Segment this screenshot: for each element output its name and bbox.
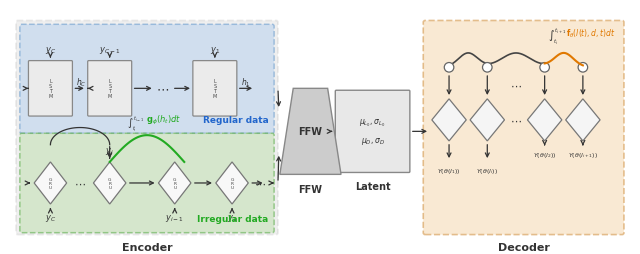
Text: Encoder: Encoder: [122, 242, 172, 252]
Text: $\mu_D, \sigma_D$: $\mu_D, \sigma_D$: [360, 136, 385, 147]
Polygon shape: [93, 162, 126, 204]
Text: $Y(\theta(l_2))$: $Y(\theta(l_2))$: [533, 151, 556, 160]
Text: $Y(\theta(l_{i+1}))$: $Y(\theta(l_{i+1}))$: [568, 151, 598, 160]
Text: $\mu_{L_0}, \sigma_{L_0}$: $\mu_{L_0}, \sigma_{L_0}$: [359, 117, 386, 128]
FancyBboxPatch shape: [335, 91, 410, 173]
Polygon shape: [470, 100, 504, 141]
Text: $h_1$: $h_1$: [241, 76, 250, 89]
Polygon shape: [159, 162, 191, 204]
Text: $y_1$: $y_1$: [210, 44, 220, 55]
Text: $\mathbf{g}_\phi(h_t)dt$: $\mathbf{g}_\phi(h_t)dt$: [146, 113, 182, 126]
Text: $\int_{t_i}^{t_{i+1}}$: $\int_{t_i}^{t_{i+1}}$: [547, 26, 566, 47]
Text: L
S
T
M: L S T M: [108, 79, 112, 99]
Text: L
S
T
M: L S T M: [48, 79, 52, 99]
Text: $y_1$: $y_1$: [227, 212, 237, 223]
Text: $y_{i-1}$: $y_{i-1}$: [165, 212, 184, 223]
FancyBboxPatch shape: [423, 21, 624, 235]
Circle shape: [578, 63, 588, 73]
Polygon shape: [280, 89, 341, 175]
Text: $\cdots$: $\cdots$: [74, 178, 86, 188]
Text: Latent: Latent: [355, 181, 390, 191]
Text: Regular data: Regular data: [203, 115, 268, 124]
Text: G
R
U: G R U: [108, 177, 111, 189]
Text: $y_C$: $y_C$: [45, 44, 56, 55]
Text: Decoder: Decoder: [498, 242, 550, 252]
Text: $\cdots$: $\cdots$: [510, 80, 522, 90]
FancyBboxPatch shape: [193, 61, 237, 117]
Text: FFW: FFW: [298, 184, 323, 194]
FancyBboxPatch shape: [88, 61, 132, 117]
Text: $Y(\theta(l_1))$: $Y(\theta(l_1))$: [437, 166, 461, 175]
FancyBboxPatch shape: [16, 21, 278, 235]
FancyBboxPatch shape: [20, 134, 274, 233]
Polygon shape: [527, 100, 562, 141]
FancyBboxPatch shape: [20, 25, 274, 134]
Text: $\cdots$: $\cdots$: [254, 178, 266, 188]
Text: $\mathbf{f}_\theta(l(t), d, t)dt$: $\mathbf{f}_\theta(l(t), d, t)dt$: [566, 27, 615, 39]
Text: $\int_{t_i}^{t_{i-1}}$: $\int_{t_i}^{t_{i-1}}$: [127, 115, 144, 134]
Text: $y_i$: $y_i$: [106, 145, 114, 156]
Circle shape: [540, 63, 549, 73]
Text: $y_{C-1}$: $y_{C-1}$: [99, 44, 120, 55]
Polygon shape: [432, 100, 467, 141]
Text: L
S
T
M: L S T M: [212, 79, 217, 99]
Text: $y_C$: $y_C$: [45, 212, 56, 223]
FancyBboxPatch shape: [28, 61, 72, 117]
Text: $\cdots$: $\cdots$: [510, 115, 522, 125]
Text: $\cdots$: $\cdots$: [156, 83, 169, 96]
Text: Irregular data: Irregular data: [197, 214, 268, 223]
Polygon shape: [566, 100, 600, 141]
Text: G
R
U: G R U: [230, 177, 234, 189]
Text: $h_C$: $h_C$: [76, 76, 86, 89]
Text: G
R
U: G R U: [49, 177, 52, 189]
Circle shape: [444, 63, 454, 73]
Polygon shape: [34, 162, 67, 204]
Text: G
R
U: G R U: [173, 177, 177, 189]
Text: FFW: FFW: [298, 127, 323, 137]
Text: $Y(\theta(l_i))$: $Y(\theta(l_i))$: [476, 166, 498, 175]
Polygon shape: [216, 162, 248, 204]
Circle shape: [483, 63, 492, 73]
